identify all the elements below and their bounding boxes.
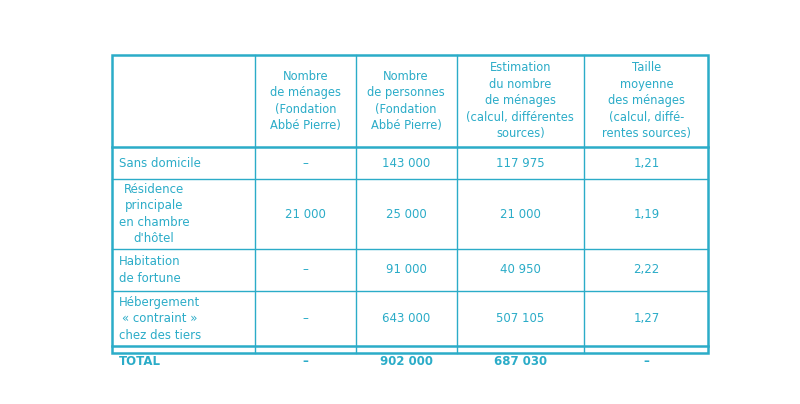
Text: Nombre
de ménages
(Fondation
Abbé Pierre): Nombre de ménages (Fondation Abbé Pierre… — [270, 69, 341, 132]
Text: 40 950: 40 950 — [500, 263, 541, 276]
Text: 507 105: 507 105 — [496, 312, 545, 325]
Text: 643 000: 643 000 — [382, 312, 430, 325]
Text: 117 975: 117 975 — [496, 157, 545, 170]
Text: 1,27: 1,27 — [634, 312, 659, 325]
Text: 25 000: 25 000 — [386, 208, 426, 221]
Text: –: – — [302, 263, 308, 276]
Text: TOTAL: TOTAL — [118, 355, 161, 368]
Text: –: – — [302, 157, 308, 170]
Text: 21 000: 21 000 — [500, 208, 541, 221]
Text: Estimation
du nombre
de ménages
(calcul, différentes
sources): Estimation du nombre de ménages (calcul,… — [466, 61, 574, 140]
Text: 21 000: 21 000 — [285, 208, 326, 221]
Text: –: – — [302, 355, 308, 368]
Text: 91 000: 91 000 — [386, 263, 426, 276]
Text: 143 000: 143 000 — [382, 157, 430, 170]
Text: 687 030: 687 030 — [494, 355, 547, 368]
Text: 1,21: 1,21 — [634, 157, 659, 170]
Text: 2,22: 2,22 — [634, 263, 659, 276]
Text: –: – — [302, 312, 308, 325]
Text: 1,19: 1,19 — [634, 208, 659, 221]
Text: Nombre
de personnes
(Fondation
Abbé Pierre): Nombre de personnes (Fondation Abbé Pier… — [367, 69, 445, 132]
Text: Sans domicile: Sans domicile — [118, 157, 201, 170]
Text: Taille
moyenne
des ménages
(calcul, diffé-
rentes sources): Taille moyenne des ménages (calcul, diff… — [602, 61, 691, 140]
Text: Résidence
principale
en chambre
d'hôtel: Résidence principale en chambre d'hôtel — [118, 183, 190, 245]
Text: 902 000: 902 000 — [380, 355, 433, 368]
Text: Habitation
de fortune: Habitation de fortune — [118, 255, 180, 284]
Text: –: – — [643, 355, 650, 368]
Text: Hébergement
« contraint »
chez des tiers: Hébergement « contraint » chez des tiers — [118, 296, 201, 342]
